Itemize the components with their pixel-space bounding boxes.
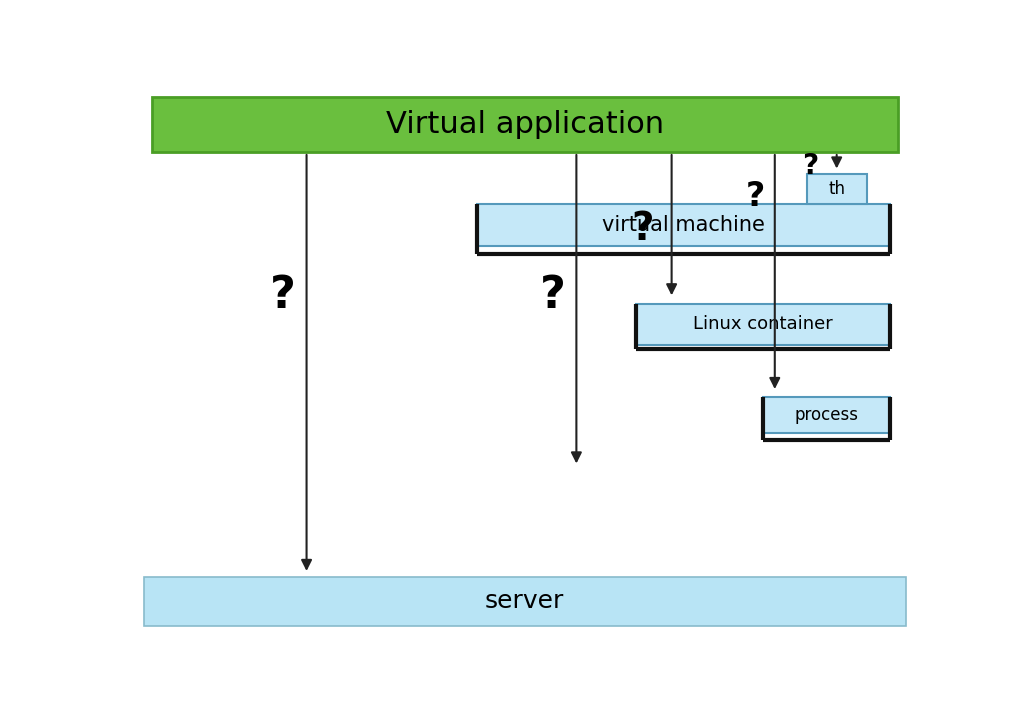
- Bar: [763, 397, 890, 433]
- Text: process: process: [795, 407, 858, 425]
- Bar: [636, 304, 890, 345]
- Bar: [152, 97, 898, 152]
- Text: server: server: [485, 589, 564, 614]
- Text: Virtual application: Virtual application: [386, 110, 664, 139]
- Bar: [807, 174, 867, 205]
- Text: ?: ?: [631, 211, 653, 248]
- Text: virtual machine: virtual machine: [602, 215, 765, 235]
- Bar: [477, 205, 890, 246]
- Text: ?: ?: [540, 274, 565, 317]
- Text: ?: ?: [803, 152, 818, 180]
- Text: ?: ?: [269, 274, 296, 317]
- Text: ?: ?: [745, 180, 765, 213]
- Text: Linux container: Linux container: [693, 315, 833, 334]
- Bar: [143, 576, 906, 626]
- Text: th: th: [828, 180, 846, 198]
